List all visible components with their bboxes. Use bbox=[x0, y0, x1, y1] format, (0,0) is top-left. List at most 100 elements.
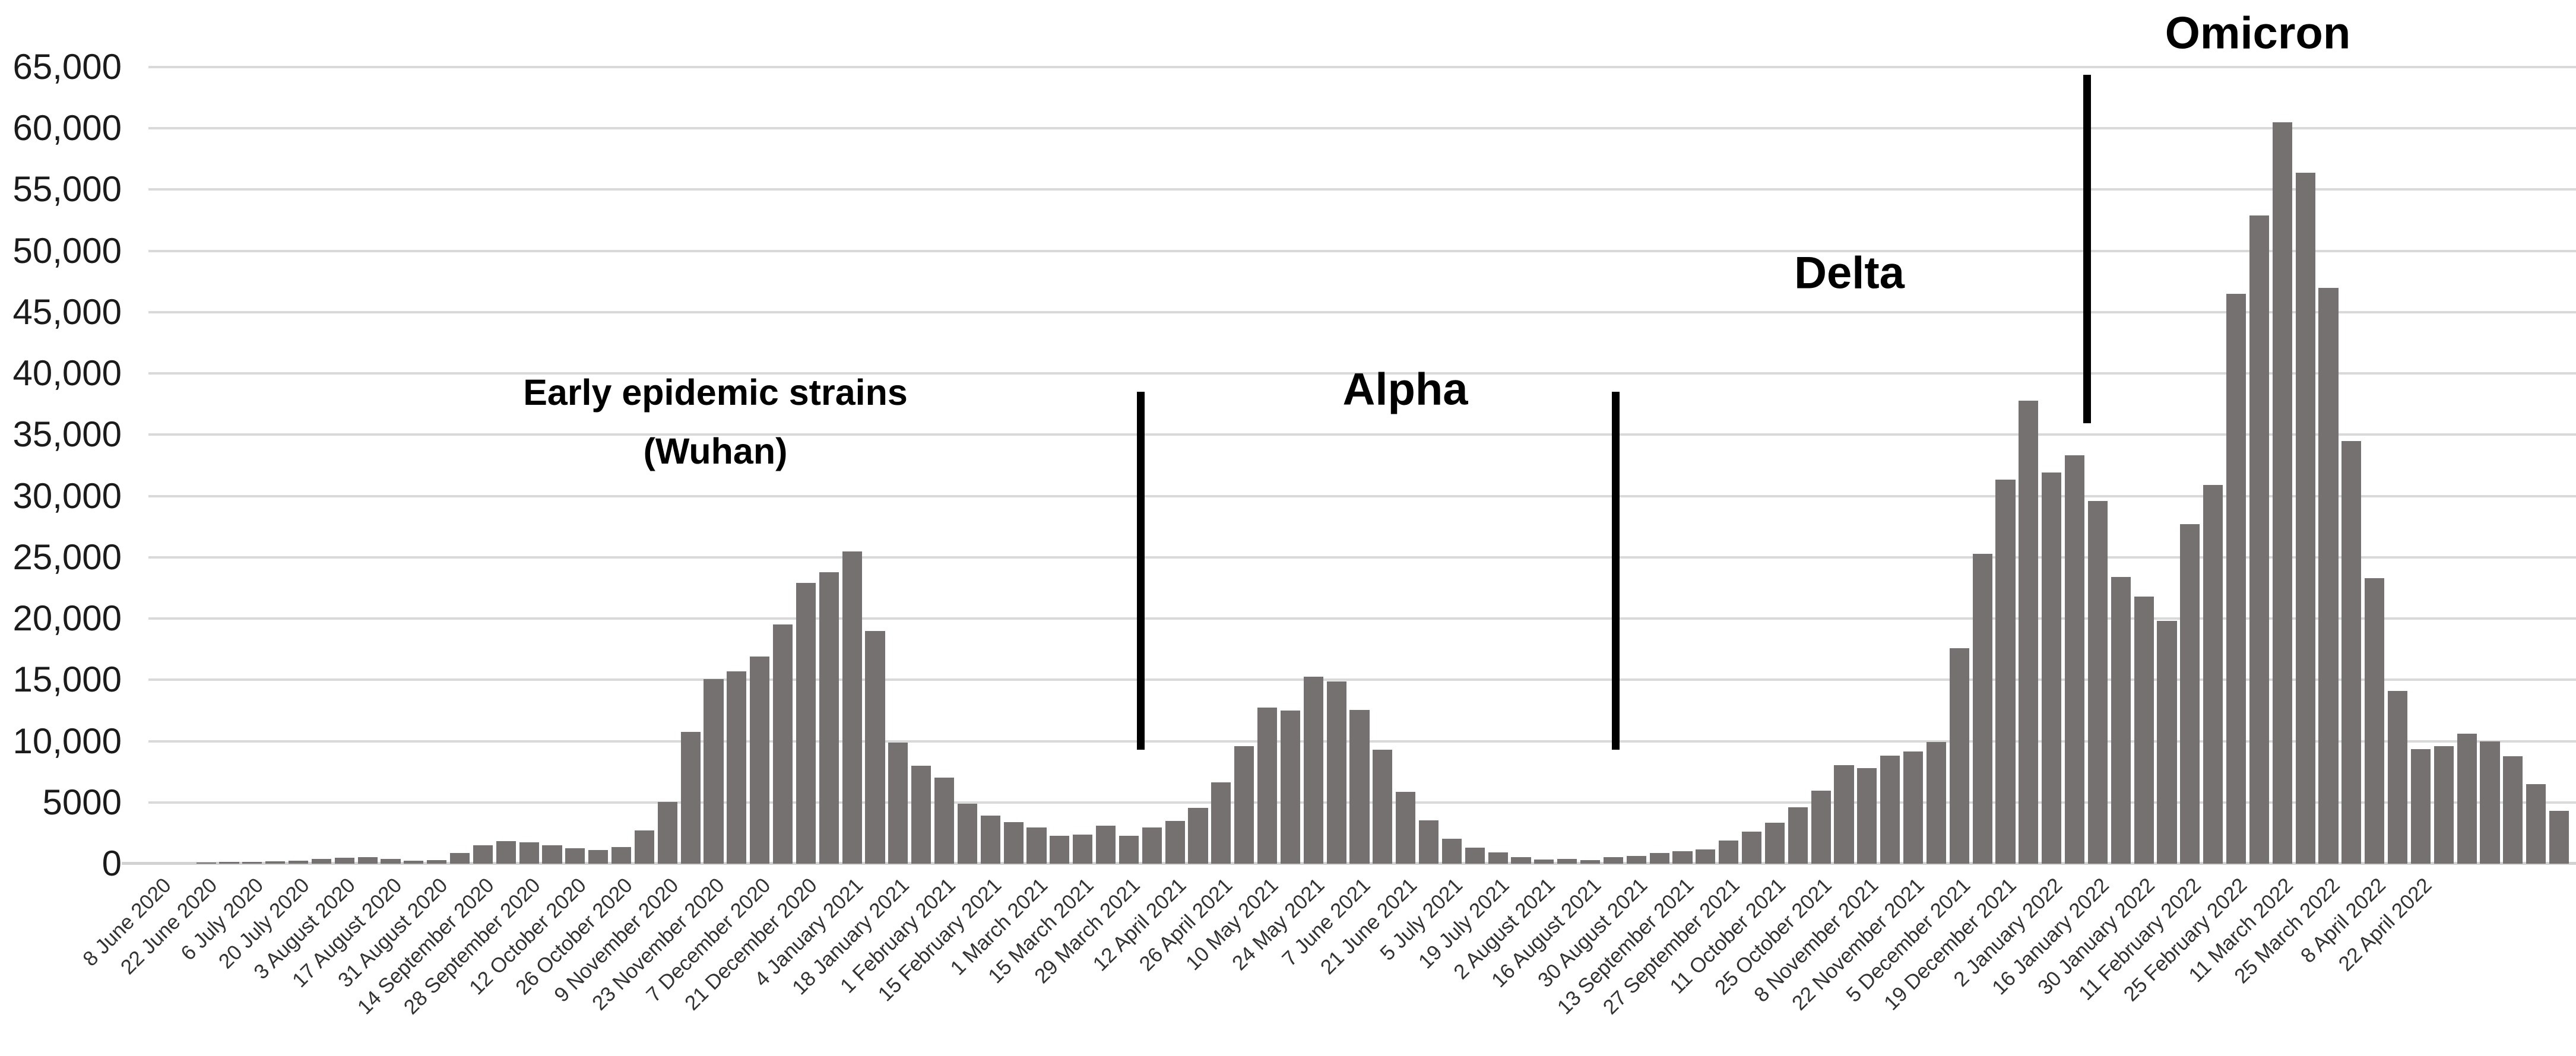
bar bbox=[588, 850, 609, 864]
y-tick-label: 40,000 bbox=[12, 353, 122, 394]
bar bbox=[1349, 710, 1370, 864]
y-tick-label: 25,000 bbox=[12, 537, 122, 577]
bar bbox=[1603, 857, 1623, 864]
bar bbox=[934, 778, 955, 864]
bar bbox=[427, 860, 447, 864]
bar bbox=[2526, 784, 2546, 864]
bar bbox=[2434, 746, 2454, 864]
bar bbox=[1788, 807, 1808, 864]
bar bbox=[819, 572, 839, 864]
bar bbox=[1026, 827, 1047, 864]
divider-delta-omicron-line bbox=[2083, 75, 2092, 423]
bar bbox=[1188, 808, 1208, 864]
bar bbox=[1580, 860, 1601, 864]
bar bbox=[657, 801, 677, 864]
bar bbox=[680, 732, 701, 864]
gridline bbox=[148, 372, 2576, 375]
bar bbox=[1096, 826, 1116, 864]
bar bbox=[1764, 822, 1785, 864]
bar bbox=[2318, 287, 2339, 864]
bar bbox=[1234, 746, 1254, 864]
bar bbox=[1326, 681, 1346, 864]
y-tick-label: 55,000 bbox=[12, 169, 122, 210]
bar bbox=[842, 551, 862, 864]
annotation-omicron: Omicron bbox=[2165, 0, 2351, 70]
bar bbox=[1649, 852, 1669, 864]
bar bbox=[565, 848, 585, 864]
bar bbox=[1003, 822, 1024, 864]
bar bbox=[888, 742, 908, 864]
bar bbox=[1280, 711, 1300, 864]
bar bbox=[2457, 734, 2477, 864]
bar bbox=[1672, 851, 1693, 864]
bar bbox=[634, 830, 654, 864]
y-tick-label: 0 bbox=[102, 843, 122, 883]
bar bbox=[911, 765, 931, 864]
bar bbox=[357, 857, 378, 864]
bar bbox=[196, 862, 216, 864]
y-tick-label: 10,000 bbox=[12, 721, 122, 761]
y-tick-label: 30,000 bbox=[12, 475, 122, 516]
gridline bbox=[148, 127, 2576, 130]
bar bbox=[1373, 750, 1393, 864]
bar bbox=[1903, 751, 1924, 864]
annotation-line: (Wuhan) bbox=[643, 431, 788, 471]
bar bbox=[1696, 849, 1716, 864]
bar bbox=[242, 861, 262, 864]
gridline bbox=[148, 249, 2576, 252]
bar bbox=[1211, 782, 1231, 864]
bar bbox=[1857, 768, 1877, 864]
y-tick-label: 35,000 bbox=[12, 414, 122, 455]
bar bbox=[1626, 856, 1646, 864]
bar bbox=[2065, 455, 2085, 864]
bar bbox=[1441, 839, 1462, 864]
bar bbox=[2180, 524, 2200, 864]
bar bbox=[2087, 500, 2108, 864]
bar bbox=[289, 860, 309, 864]
bar bbox=[2019, 400, 2039, 864]
bar bbox=[865, 630, 885, 864]
bar bbox=[1396, 791, 1416, 864]
y-axis: 0 5000 10,000 15,000 20,000 25,000 30,000 35,00… bbox=[0, 49, 122, 881]
bar bbox=[2226, 293, 2247, 864]
bar bbox=[2157, 621, 2177, 864]
bar bbox=[2111, 576, 2131, 864]
annotation-line: Early epidemic strains bbox=[523, 372, 908, 413]
bar bbox=[1834, 765, 1854, 864]
x-axis: 8 June 2020 22 June 2020 6 July 2020 20 Jul… bbox=[78, 874, 2571, 1056]
y-tick-label: 45,000 bbox=[12, 291, 122, 332]
bar bbox=[219, 861, 239, 864]
bar bbox=[2042, 472, 2062, 864]
bar bbox=[1972, 554, 1992, 864]
y-tick-label: 15,000 bbox=[12, 659, 122, 700]
bar bbox=[727, 671, 747, 864]
bar bbox=[1073, 835, 1093, 864]
bar bbox=[1303, 676, 1323, 864]
gridline bbox=[148, 188, 2576, 191]
bar bbox=[750, 657, 770, 864]
bar bbox=[542, 845, 562, 864]
bar bbox=[1142, 827, 1162, 864]
y-tick-label: 60,000 bbox=[12, 108, 122, 148]
divider-alpha-delta-line bbox=[1612, 392, 1620, 750]
y-tick-label: 5000 bbox=[42, 782, 122, 822]
y-tick-label: 65,000 bbox=[12, 47, 122, 87]
bar bbox=[1534, 859, 1554, 864]
bar bbox=[1165, 820, 1185, 864]
gridline bbox=[148, 66, 2576, 68]
bar bbox=[1119, 836, 1139, 864]
bar bbox=[1050, 836, 1070, 864]
bar bbox=[1511, 857, 1531, 864]
bar bbox=[2365, 578, 2385, 864]
annotation-line: Delta bbox=[1794, 248, 1905, 299]
bar bbox=[496, 841, 516, 864]
bar bbox=[1257, 708, 1278, 864]
bar bbox=[1719, 840, 1739, 864]
bar bbox=[1811, 791, 1831, 864]
gridline bbox=[148, 678, 2576, 681]
bar bbox=[2249, 215, 2269, 864]
bar bbox=[2341, 440, 2362, 864]
bar bbox=[1742, 831, 1762, 864]
bar bbox=[265, 861, 286, 864]
bar bbox=[2295, 172, 2315, 864]
